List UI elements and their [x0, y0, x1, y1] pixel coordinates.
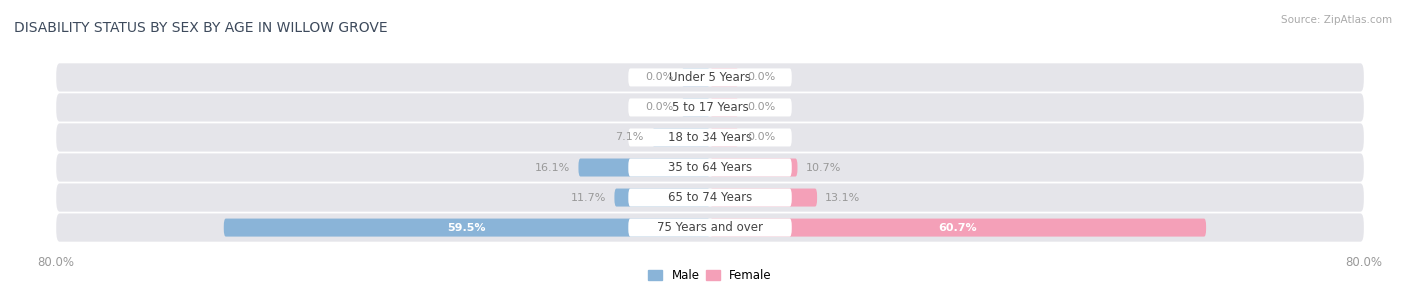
FancyBboxPatch shape: [682, 68, 710, 86]
FancyBboxPatch shape: [628, 219, 792, 237]
Text: 11.7%: 11.7%: [571, 192, 606, 203]
FancyBboxPatch shape: [628, 188, 792, 206]
FancyBboxPatch shape: [628, 99, 792, 117]
Text: 16.1%: 16.1%: [536, 163, 571, 173]
FancyBboxPatch shape: [56, 153, 1364, 182]
FancyBboxPatch shape: [56, 123, 1364, 152]
FancyBboxPatch shape: [710, 99, 738, 117]
FancyBboxPatch shape: [614, 188, 710, 206]
FancyBboxPatch shape: [628, 159, 792, 177]
Text: 0.0%: 0.0%: [747, 132, 775, 142]
Text: 0.0%: 0.0%: [645, 72, 673, 82]
Text: Under 5 Years: Under 5 Years: [669, 71, 751, 84]
Text: 0.0%: 0.0%: [747, 72, 775, 82]
Text: 59.5%: 59.5%: [447, 223, 486, 233]
FancyBboxPatch shape: [628, 128, 792, 146]
FancyBboxPatch shape: [56, 93, 1364, 122]
FancyBboxPatch shape: [710, 68, 738, 86]
FancyBboxPatch shape: [710, 219, 1206, 237]
FancyBboxPatch shape: [578, 159, 710, 177]
FancyBboxPatch shape: [710, 159, 797, 177]
Legend: Male, Female: Male, Female: [644, 265, 776, 287]
Text: 65 to 74 Years: 65 to 74 Years: [668, 191, 752, 204]
FancyBboxPatch shape: [652, 128, 710, 146]
Text: Source: ZipAtlas.com: Source: ZipAtlas.com: [1281, 15, 1392, 25]
FancyBboxPatch shape: [628, 68, 792, 86]
Text: 35 to 64 Years: 35 to 64 Years: [668, 161, 752, 174]
Text: DISABILITY STATUS BY SEX BY AGE IN WILLOW GROVE: DISABILITY STATUS BY SEX BY AGE IN WILLO…: [14, 21, 388, 35]
FancyBboxPatch shape: [710, 128, 738, 146]
Text: 10.7%: 10.7%: [806, 163, 841, 173]
FancyBboxPatch shape: [710, 188, 817, 206]
Text: 18 to 34 Years: 18 to 34 Years: [668, 131, 752, 144]
FancyBboxPatch shape: [56, 214, 1364, 242]
Text: 0.0%: 0.0%: [645, 102, 673, 113]
Text: 75 Years and over: 75 Years and over: [657, 221, 763, 234]
Text: 5 to 17 Years: 5 to 17 Years: [672, 101, 748, 114]
FancyBboxPatch shape: [682, 99, 710, 117]
FancyBboxPatch shape: [56, 63, 1364, 92]
FancyBboxPatch shape: [56, 183, 1364, 212]
Text: 13.1%: 13.1%: [825, 192, 860, 203]
FancyBboxPatch shape: [224, 219, 710, 237]
Text: 0.0%: 0.0%: [747, 102, 775, 113]
Text: 7.1%: 7.1%: [616, 132, 644, 142]
Text: 60.7%: 60.7%: [939, 223, 977, 233]
